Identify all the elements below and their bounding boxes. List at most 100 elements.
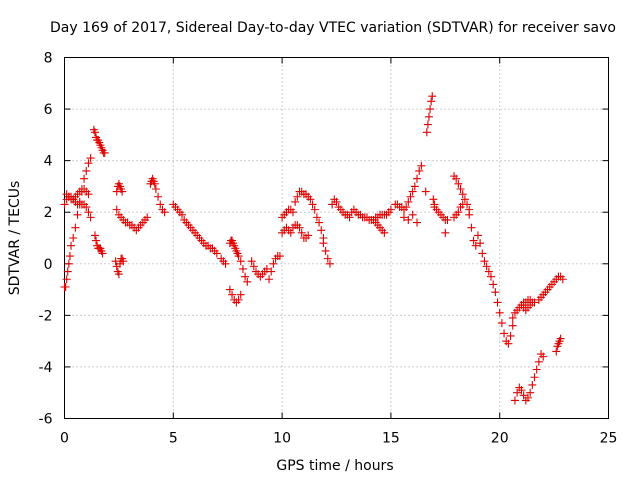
data-point [456, 185, 465, 194]
data-point [413, 218, 422, 227]
data-point [228, 290, 237, 299]
data-point [443, 215, 452, 224]
data-point [312, 213, 321, 222]
data-point [249, 262, 258, 271]
data-points [60, 92, 567, 405]
data-point [523, 393, 532, 402]
data-point [293, 192, 302, 201]
x-tick-label: 15 [382, 431, 400, 447]
data-point [221, 259, 230, 268]
data-point [62, 275, 71, 284]
data-point [500, 329, 509, 338]
data-point [151, 185, 160, 194]
data-point [118, 187, 127, 196]
data-point [532, 365, 541, 374]
data-point [291, 197, 300, 206]
data-point [143, 213, 152, 222]
data-point [458, 190, 467, 199]
data-point [310, 205, 319, 214]
data-point [530, 373, 539, 382]
data-point [424, 112, 433, 121]
data-point [234, 252, 243, 261]
y-tick-label: 2 [44, 205, 53, 221]
data-point [422, 128, 431, 137]
data-point [478, 249, 487, 258]
data-point [428, 92, 437, 101]
data-point [178, 210, 187, 219]
data-point [345, 213, 354, 222]
data-point [417, 161, 426, 170]
data-point [413, 174, 422, 183]
data-point [71, 223, 80, 232]
data-point [380, 228, 389, 237]
data-point [82, 203, 91, 212]
data-point [236, 290, 245, 299]
data-point [86, 213, 95, 222]
data-point [415, 166, 424, 175]
data-point [243, 277, 252, 286]
data-point [317, 226, 326, 235]
data-point [67, 241, 76, 250]
data-point [100, 148, 109, 157]
data-point [73, 210, 82, 219]
data-point [65, 252, 74, 261]
data-point [332, 197, 341, 206]
x-tick-label: 20 [491, 431, 509, 447]
data-point [82, 166, 91, 175]
data-point [319, 239, 328, 248]
data-point [308, 200, 317, 209]
data-point [441, 228, 450, 237]
y-tick-label: -4 [39, 360, 53, 376]
data-point [508, 313, 517, 322]
data-point [426, 105, 435, 114]
data-point [111, 257, 120, 266]
y-tick-label: 4 [44, 154, 53, 170]
data-point [150, 179, 159, 188]
data-point [265, 275, 274, 284]
data-point [482, 262, 491, 271]
data-point [408, 210, 417, 219]
data-point [452, 174, 461, 183]
data-point [404, 197, 413, 206]
data-point [552, 347, 561, 356]
grid [64, 57, 609, 419]
data-point [98, 249, 107, 258]
data-point [467, 223, 476, 232]
data-point [476, 239, 485, 248]
data-point [427, 97, 436, 106]
data-point [460, 195, 469, 204]
data-point [84, 208, 93, 217]
data-point [404, 215, 413, 224]
data-point [489, 280, 498, 289]
y-tick-label: 6 [44, 102, 53, 118]
data-point [406, 192, 415, 201]
data-point [321, 246, 330, 255]
data-point [247, 257, 256, 266]
data-point [325, 259, 334, 268]
data-point [90, 128, 99, 137]
data-point [212, 249, 221, 258]
data-point [60, 200, 69, 209]
chart-title: Day 169 of 2017, Sidereal Day-to-day VTE… [50, 20, 616, 36]
data-point [528, 380, 537, 389]
data-point [530, 298, 539, 307]
data-point [495, 308, 504, 317]
x-tick-label: 0 [60, 431, 69, 447]
data-point [63, 267, 72, 276]
y-tick-label: 8 [44, 51, 53, 67]
data-point [80, 174, 89, 183]
y-axis-label: SDTVAR / TECUs [7, 181, 23, 296]
data-point [315, 218, 324, 227]
x-tick-label: 5 [169, 431, 178, 447]
data-point [160, 208, 169, 217]
x-axis-label: GPS time / hours [276, 458, 393, 474]
data-point [493, 298, 502, 307]
plot-frame [64, 57, 609, 419]
y-tick-label: -6 [39, 412, 53, 428]
data-point [517, 386, 526, 395]
y-tick-label: 0 [44, 257, 53, 273]
data-point [269, 259, 278, 268]
data-point [64, 259, 73, 268]
data-point [408, 187, 417, 196]
data-point [454, 179, 463, 188]
